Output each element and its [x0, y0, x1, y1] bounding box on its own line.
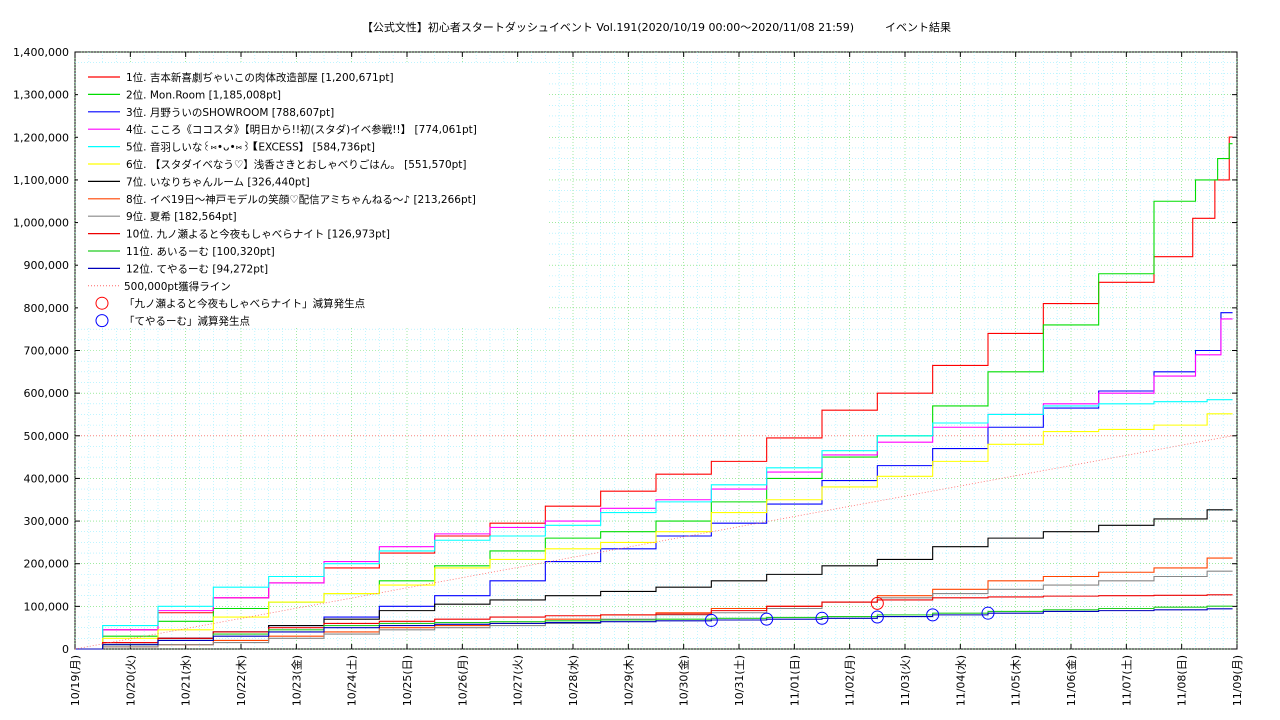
x-tick-label: 10/24(土) [346, 655, 359, 706]
legend: 1位. 吉本新喜劇ぢゃいこの肉体改造部屋 [1,200,671pt] 2位. Mo… [78, 64, 548, 328]
y-axis: 0 100,000 200,000 300,000 400,000 500,000 600,… [13, 46, 1237, 656]
legend-entry-marker-1: 「九ノ瀬よると今夜もしゃべらナイト」減算発生点 [124, 297, 365, 310]
legend-entry-1: 1位. 吉本新喜劇ぢゃいこの肉体改造部屋 [1,200,671pt] [126, 71, 394, 84]
legend-entry-marker-2: 「てやるーむ」減算発生点 [124, 315, 250, 328]
marker-layer [704, 596, 995, 627]
reduction-marker-1 [870, 596, 884, 610]
x-tick-label: 11/04(水) [954, 655, 967, 706]
target-line [74, 435, 1233, 650]
y-tick-label: 800,000 [24, 302, 70, 315]
x-axis: 10/19(月) 10/20(火) 10/21(水) 10/22(木) 10/23(金)… [69, 52, 1244, 706]
x-tick-label: 10/22(木) [235, 655, 248, 706]
x-tick-label: 10/19(月) [69, 655, 82, 706]
y-tick-label: 1,100,000 [13, 174, 69, 187]
legend-entry-5: 5位. 音羽しいな꒰⑅•ᴗ•⑅꒱【EXCESS】 [584,736pt] [126, 141, 375, 154]
series-layer [74, 136, 1233, 650]
x-tick-label: 10/26(月) [456, 655, 469, 706]
chart-subtitle: イベント結果 [885, 20, 951, 34]
y-tick-label: 1,000,000 [13, 217, 69, 230]
y-tick-label: 500,000 [24, 430, 70, 443]
reduction-marker-2 [815, 611, 829, 625]
legend-entry-2: 2位. Mon.Room [1,185,008pt] [126, 88, 281, 101]
reduction-marker-2 [704, 613, 718, 627]
legend-entry-4: 4位. こころ《ココスタ》【明日から!!初(スタダ)イベ参戦!!】 [774,0… [126, 123, 477, 136]
legend-entry-target: 500,000pt獲得ライン [124, 280, 231, 293]
x-tick-label: 11/01(日) [788, 655, 801, 706]
y-tick-label: 300,000 [24, 515, 70, 528]
legend-entry-8: 8位. イベ19日〜神戸モデルの笑顔♡配信アミちゃんねる〜♪ [213,266p… [126, 193, 476, 206]
x-tick-label: 10/23(金) [289, 655, 303, 706]
series-line-6 [75, 413, 1233, 650]
x-tick-label: 11/02(月) [844, 655, 857, 706]
y-tick-label: 100,000 [24, 600, 70, 613]
x-tick-label: 10/28(水) [567, 655, 580, 706]
legend-box [78, 64, 548, 326]
x-tick-label: 10/21(水) [180, 655, 193, 706]
x-tick-label: 11/03(火) [899, 655, 912, 706]
legend-marker-swatch [95, 314, 109, 328]
legend-entry-3: 3位. 月野ういのSHOWROOM [788,607pt] [126, 106, 334, 119]
reduction-marker-2 [981, 606, 995, 620]
x-tick-label: 10/30(金) [677, 655, 691, 706]
x-tick-label: 10/29(木) [622, 655, 635, 706]
y-tick-label: 200,000 [24, 558, 70, 571]
series-line-12 [75, 608, 1233, 650]
x-tick-label: 10/20(火) [124, 655, 137, 706]
x-tick-label: 10/25(日) [401, 655, 414, 706]
y-tick-label: 1,200,000 [13, 131, 69, 144]
y-tick-label: 1,400,000 [13, 46, 69, 59]
y-tick-label: 700,000 [24, 345, 70, 358]
legend-entry-11: 11位. あいるーむ [100,320pt] [126, 245, 275, 258]
x-tick-label: 11/09(月) [1231, 655, 1244, 706]
x-tick-label: 11/06(金) [1064, 655, 1078, 706]
legend-marker-swatch [95, 296, 109, 310]
reduction-marker-2 [870, 610, 884, 624]
chart-title: 【公式文性】初心者スタートダッシュイベント Vol.191(2020/10/19… [362, 20, 854, 34]
y-tick-label: 0 [62, 643, 69, 656]
legend-entry-10: 10位. 九ノ瀬よると今夜もしゃべらナイト [126,973pt] [126, 228, 390, 241]
y-tick-label: 900,000 [24, 259, 70, 272]
series-line-5 [75, 399, 1233, 650]
y-tick-label: 600,000 [24, 387, 70, 400]
legend-entry-12: 12位. てやるーむ [94,272pt] [126, 262, 268, 275]
x-tick-label: 11/08(日) [1176, 655, 1189, 706]
x-tick-label: 11/07(土) [1120, 655, 1133, 706]
legend-entry-9: 9位. 夏希 [182,564pt] [126, 210, 237, 223]
reduction-marker-2 [760, 612, 774, 626]
x-tick-label: 10/27(火) [512, 655, 525, 706]
y-tick-label: 1,300,000 [13, 89, 69, 102]
x-tick-label: 10/31(土) [733, 655, 746, 706]
legend-entry-7: 7位. いなりちゃんルーム [326,440pt] [126, 175, 310, 188]
series-line-9 [75, 570, 1233, 650]
legend-entry-6: 6位. 【スタダイベなう♡】浅香さきとおしゃべりごはん。 [551,570pt] [126, 158, 467, 171]
reduction-marker-2 [926, 608, 940, 622]
x-tick-label: 11/05(木) [1010, 655, 1023, 706]
y-tick-label: 400,000 [24, 472, 70, 485]
